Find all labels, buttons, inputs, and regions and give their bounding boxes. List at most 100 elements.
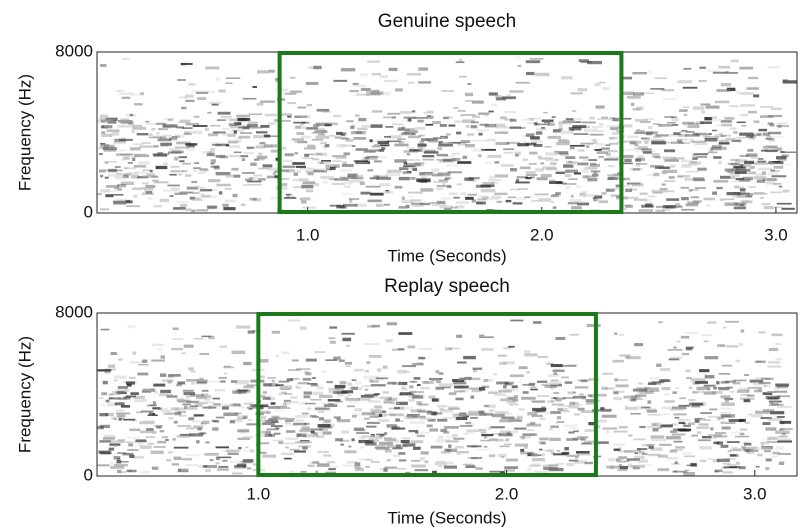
texture-dash	[533, 321, 542, 324]
texture-dash	[498, 389, 512, 393]
texture-dash	[761, 172, 766, 175]
texture-dash	[619, 465, 629, 470]
texture-dash	[342, 464, 356, 468]
texture-dash	[407, 118, 412, 122]
texture-dash	[687, 122, 700, 127]
texture-dash	[503, 347, 512, 350]
texture-dash	[722, 364, 733, 367]
texture-dash	[343, 152, 350, 156]
texture-dash	[383, 432, 388, 436]
texture-dash	[299, 167, 315, 170]
texture-dash	[703, 384, 716, 387]
texture-dash	[475, 467, 483, 470]
texture-dash	[605, 387, 615, 390]
texture-dash	[271, 420, 279, 424]
texture-dash	[717, 386, 731, 390]
texture-dash	[331, 183, 345, 185]
texture-dash	[409, 420, 425, 425]
texture-dash	[229, 145, 241, 148]
texture-dash	[160, 391, 168, 394]
texture-dash	[637, 145, 648, 150]
texture-dash	[117, 452, 127, 454]
texture-dash	[659, 187, 668, 191]
texture-dash	[218, 191, 223, 195]
texture-dash	[546, 167, 558, 171]
texture-dash	[316, 435, 325, 438]
texture-dash	[110, 465, 125, 469]
texture-dash	[703, 391, 717, 395]
texture-dash	[770, 162, 775, 165]
texture-dash	[619, 204, 631, 207]
texture-dash	[140, 186, 153, 190]
texture-dash	[266, 167, 280, 171]
texture-dash	[673, 346, 677, 349]
texture-dash	[225, 82, 233, 85]
texture-dash	[685, 369, 691, 372]
texture-dash	[139, 145, 153, 148]
texture-dash	[305, 81, 319, 85]
texture-dash	[347, 173, 358, 177]
texture-dash	[238, 446, 242, 450]
texture-dash	[497, 453, 507, 457]
texture-dash	[155, 165, 168, 170]
texture-dash	[765, 427, 777, 431]
texture-dash	[646, 409, 657, 413]
texture-dash	[360, 440, 369, 444]
texture-dash	[553, 397, 558, 400]
texture-dash	[538, 441, 545, 445]
texture-dash	[402, 171, 407, 175]
texture-dash	[301, 135, 312, 139]
texture-dash	[750, 166, 755, 169]
texture-dash	[273, 410, 287, 412]
texture-dash	[123, 156, 130, 160]
texture-dash	[341, 137, 350, 140]
texture-dash	[366, 361, 371, 364]
texture-dash	[113, 201, 127, 205]
texture-dash	[355, 161, 371, 165]
texture-dash	[695, 121, 704, 125]
texture-dash	[767, 436, 779, 440]
texture-dash	[296, 132, 305, 135]
texture-dash	[405, 204, 410, 209]
texture-dash	[658, 124, 673, 127]
texture-dash	[700, 121, 712, 124]
texture-dash	[729, 466, 741, 468]
texture-dash	[354, 462, 361, 466]
texture-dash	[557, 421, 565, 424]
texture-dash	[453, 381, 467, 385]
texture-dash	[331, 155, 347, 158]
texture-dash	[113, 379, 118, 382]
spectrogram-texture	[97, 56, 798, 213]
texture-dash	[571, 121, 582, 123]
texture-dash	[200, 194, 211, 198]
texture-dash	[336, 394, 344, 397]
texture-dash	[146, 123, 159, 125]
texture-dash	[118, 358, 123, 361]
texture-dash	[748, 138, 755, 141]
texture-dash	[467, 193, 478, 196]
texture-dash	[437, 172, 451, 176]
texture-dash	[127, 469, 137, 473]
texture-dash	[691, 434, 698, 437]
texture-dash	[304, 147, 316, 150]
texture-dash	[182, 457, 193, 461]
texture-dash	[185, 464, 199, 467]
y-axis-label: Frequency (Hz)	[15, 74, 34, 191]
texture-dash	[456, 334, 463, 338]
texture-dash	[569, 427, 580, 430]
texture-dash	[211, 419, 218, 422]
texture-dash	[739, 432, 745, 436]
texture-dash	[648, 388, 660, 392]
texture-dash	[147, 442, 155, 446]
texture-dash	[456, 131, 462, 135]
texture-dash	[215, 416, 225, 419]
texture-dash	[352, 412, 364, 417]
texture-dash	[527, 429, 535, 432]
texture-dash	[446, 435, 456, 439]
texture-dash	[375, 406, 383, 410]
texture-dash	[193, 414, 204, 417]
texture-dash	[477, 129, 489, 132]
texture-dash	[522, 433, 538, 437]
texture-dash	[500, 412, 513, 416]
texture-dash	[735, 461, 740, 465]
